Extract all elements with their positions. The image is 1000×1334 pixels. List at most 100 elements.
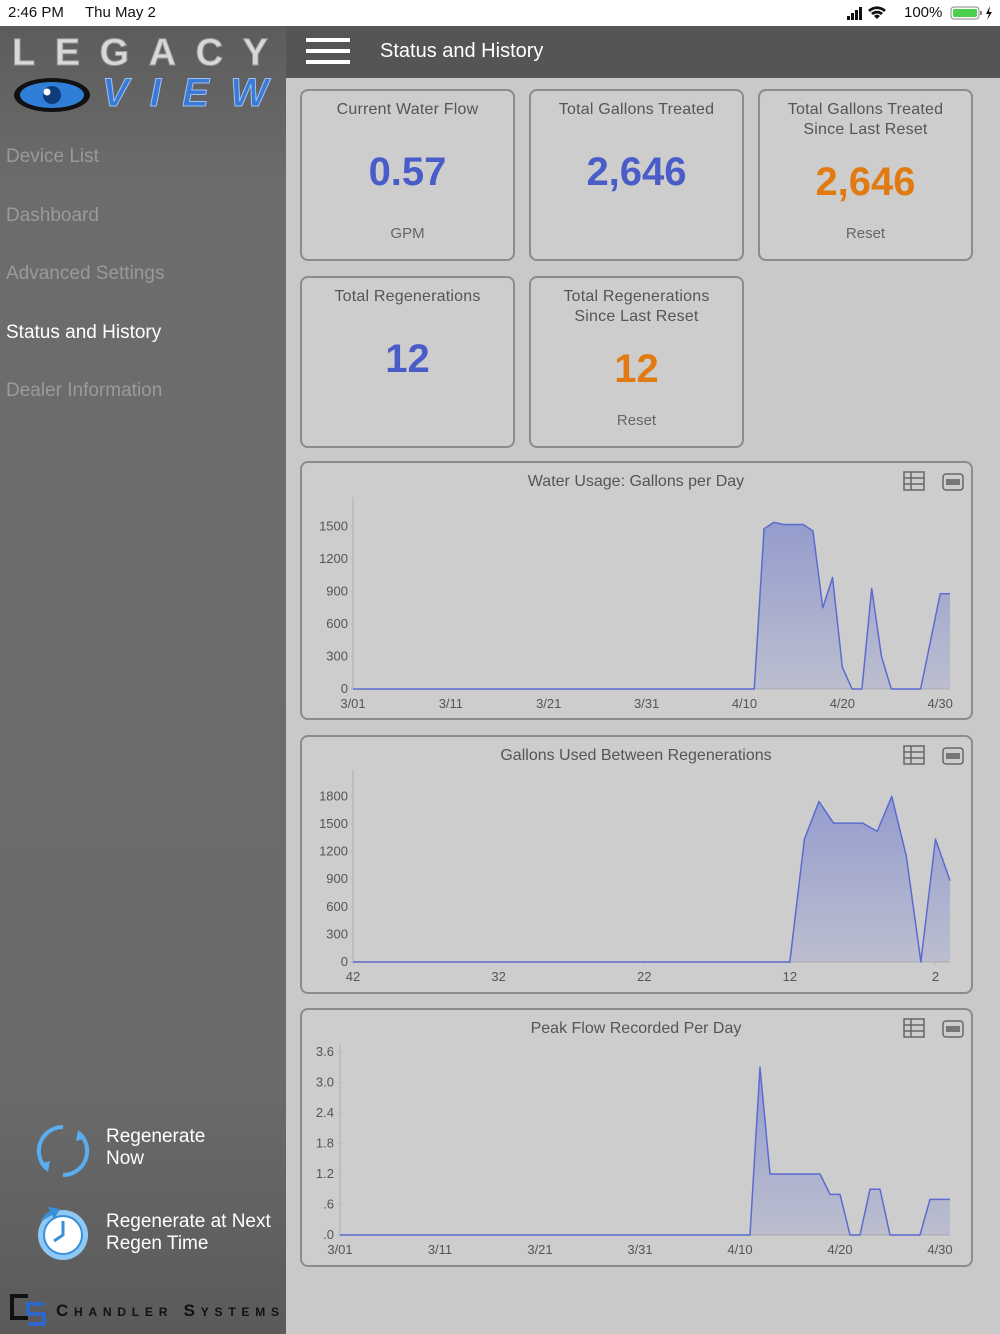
x-tick-label: 4/20 [830, 696, 855, 711]
y-tick-label: 1500 [319, 519, 348, 534]
y-tick-label: 1800 [319, 788, 348, 803]
table-icon[interactable] [903, 1018, 925, 1038]
nav-item[interactable]: Advanced Settings [6, 263, 165, 284]
y-tick-label: 2.4 [316, 1105, 334, 1120]
x-tick-label: 3/31 [627, 1242, 652, 1257]
card-value: 12 [614, 347, 659, 391]
area-fill [340, 1067, 950, 1235]
y-tick-label: 1.8 [316, 1136, 334, 1151]
page-title: Status and History [380, 40, 544, 62]
chart-panel: Peak Flow Recorded Per Day .0 .6 1.2 1.8 2.4 3… [300, 1008, 973, 1267]
card-value: 2,646 [586, 150, 687, 194]
battery-level: 100% [904, 4, 943, 21]
y-tick-label: 600 [326, 616, 348, 631]
y-tick-label: 0 [341, 954, 348, 969]
icon-band [946, 479, 960, 485]
chart-panel: Gallons Used Between Regenerations 0 300 60… [300, 735, 973, 994]
x-tick-label: 42 [346, 969, 360, 984]
export-icon[interactable] [942, 747, 964, 765]
icon-frame [942, 747, 964, 765]
area-fill [353, 522, 950, 689]
icon-band [946, 1026, 960, 1032]
card-title: Total Regenerations [334, 288, 481, 305]
export-icon[interactable] [942, 1020, 964, 1038]
icon-frame [903, 471, 925, 491]
menu-button[interactable] [306, 38, 351, 66]
stat-card: Total Regenerations Since Last Reset 12 Re… [529, 276, 744, 448]
x-tick-label: 3/01 [340, 696, 365, 711]
x-tick-label: 3/21 [527, 1242, 552, 1257]
x-tick-label: 32 [491, 969, 505, 984]
card-footer: GPM [390, 225, 425, 242]
area-fill [353, 796, 950, 962]
table-icon[interactable] [903, 745, 925, 765]
y-tick-label: 3.0 [316, 1075, 334, 1090]
x-tick-label: 12 [783, 969, 797, 984]
icon-frame [942, 473, 964, 491]
sidebar: LEGACY VIEW Device List Dashboard Advanced… [0, 26, 286, 1334]
x-tick-label: 3/11 [439, 696, 463, 711]
y-tick-label: 900 [326, 871, 348, 886]
regenerate-now-icon [36, 1124, 90, 1178]
table-icon[interactable] [903, 471, 925, 491]
chart-title: Peak Flow Recorded Per Day [531, 1020, 742, 1037]
y-tick-label: 300 [326, 649, 348, 664]
x-tick-label: 4/30 [927, 1242, 952, 1257]
icon-lines [904, 472, 924, 490]
chart: Water Usage: Gallons per Day 0 300 600 900 12… [319, 471, 964, 711]
chart-panel: Water Usage: Gallons per Day 0 300 600 900 12… [300, 461, 973, 720]
logo-line1: LEGACY [12, 32, 274, 74]
status-date: Thu May 2 [85, 4, 156, 21]
icon-frame [903, 745, 925, 765]
logo-line2: VIEW [102, 71, 272, 115]
y-tick-label: 1200 [319, 551, 348, 566]
card-title: Total Gallons Treated Since Last Reset [787, 101, 944, 138]
x-tick-label: 3/01 [327, 1242, 352, 1257]
chart: Peak Flow Recorded Per Day .0 .6 1.2 1.8 2.4 3… [316, 1018, 964, 1257]
stat-card: Total Regenerations 12 [300, 276, 515, 448]
status-time: 2:46 PM [8, 4, 64, 21]
icon-lines [904, 1019, 924, 1037]
stat-card: Total Gallons Treated Since Last Reset 2,… [758, 89, 973, 261]
card-footer: Reset [845, 225, 886, 242]
card-value: 0.57 [368, 150, 447, 194]
brand-name: Chandler Systems [56, 1301, 281, 1320]
y-tick-label: 900 [326, 584, 348, 599]
card-title: Total Gallons Treated [558, 101, 715, 118]
nav-item[interactable]: Dealer Information [6, 380, 163, 401]
action-button[interactable]: Regenerate Now [106, 1126, 206, 1169]
action-button[interactable]: Regenerate at Next Regen Time [106, 1211, 271, 1254]
x-tick-label: 4/30 [928, 696, 953, 711]
nav-item[interactable]: Device List [6, 146, 99, 167]
y-tick-label: 1200 [319, 844, 348, 859]
x-tick-label: 3/31 [634, 696, 659, 711]
card-value: 2,646 [815, 160, 916, 204]
stat-card: Current Water Flow 0.57 GPM [300, 89, 515, 261]
battery-icon [950, 6, 992, 20]
y-tick-label: 600 [326, 899, 348, 914]
export-icon[interactable] [942, 473, 964, 491]
x-tick-label: 4/10 [732, 696, 757, 711]
icon-lines [904, 746, 924, 764]
chart: Gallons Used Between Regenerations 0 300 60… [319, 745, 964, 984]
x-tick-label: 4/20 [827, 1242, 852, 1257]
x-tick-label: 3/21 [536, 696, 561, 711]
area-line [340, 1066, 950, 1236]
nav-item[interactable]: Status and History [6, 322, 162, 343]
nav-item[interactable]: Dashboard [6, 205, 99, 226]
x-tick-label: 4/10 [727, 1242, 752, 1257]
x-tick-label: 2 [932, 969, 939, 984]
x-tick-label: 3/11 [428, 1242, 452, 1257]
brand-logo: Chandler Systems [10, 1294, 281, 1326]
chart-title: Gallons Used Between Regenerations [500, 747, 771, 764]
card-footer: Reset [616, 412, 657, 429]
stat-card: Total Gallons Treated 2,646 [529, 89, 744, 261]
x-tick-label: 22 [637, 969, 651, 984]
chart-title: Water Usage: Gallons per Day [528, 473, 744, 490]
y-tick-label: 300 [326, 926, 348, 941]
area-line [353, 521, 950, 690]
top-bar: Status and History [286, 26, 1000, 78]
icon-band [946, 753, 960, 759]
